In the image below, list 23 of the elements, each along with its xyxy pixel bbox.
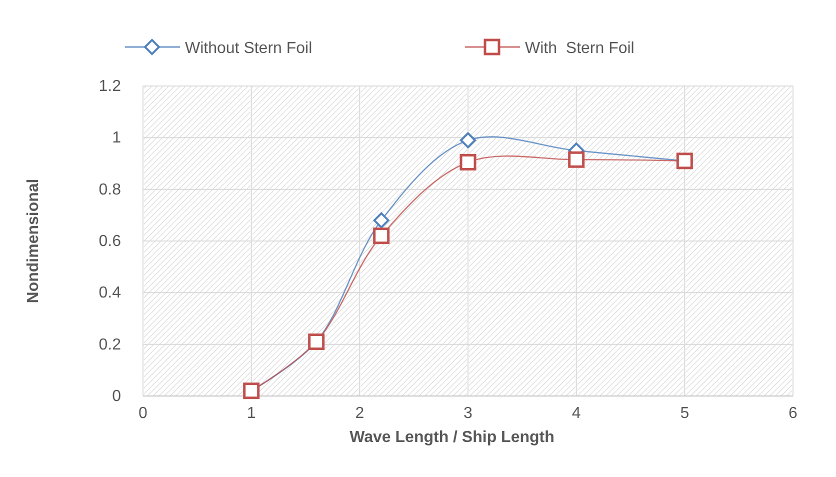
point [373, 228, 390, 244]
x-tick-label: 0 [138, 405, 148, 422]
x-tick-label: 6 [788, 405, 798, 422]
y-tick-label: 0.6 [98, 233, 122, 250]
legend-label: With Stern Foil [525, 40, 634, 57]
y-tick-label: 1.2 [98, 78, 122, 95]
point [460, 132, 476, 148]
y-tick-label: 0 [112, 388, 122, 405]
y-tick-label: 0.4 [98, 284, 122, 302]
x-tick-label: 4 [572, 405, 581, 422]
x-tick-label: 2 [355, 405, 364, 422]
y-tick-label: 0.2 [98, 336, 122, 354]
y-tick-label: 0.8 [98, 181, 122, 198]
x-tick-label: 3 [464, 405, 473, 422]
x-tick-label: 5 [680, 405, 690, 422]
x-axis-title: Wave Length / Ship Length [350, 429, 554, 446]
legend-label: Without Stern Foil [185, 40, 312, 57]
point [568, 151, 585, 168]
x-tick-label: 1 [246, 405, 256, 422]
y-tick-label: 1 [112, 130, 122, 147]
y-axis-title: Nondimensional [25, 178, 42, 304]
point [460, 154, 476, 170]
point [373, 212, 390, 228]
